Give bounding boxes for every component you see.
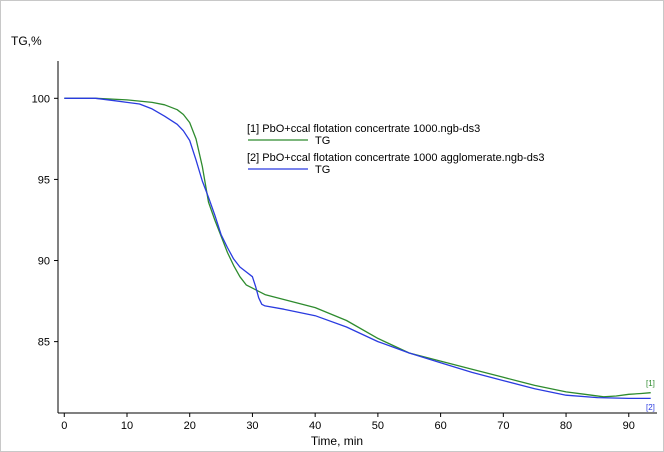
series-1-line [64, 97, 651, 398]
series-2-line [64, 97, 651, 400]
series-lines [64, 97, 651, 400]
y-axis-title: TG,% [11, 34, 42, 48]
x-tick-label: 0 [61, 420, 67, 432]
y-tick-label: 95 [38, 174, 50, 186]
x-tick-label: 20 [184, 420, 196, 432]
series-2-end-label: [2] [646, 403, 655, 412]
x-tick-label: 10 [121, 420, 133, 432]
x-tick-label: 80 [560, 420, 572, 432]
legend-series-2-name: [2] PbO+ccal flotation concertrate 1000 … [247, 152, 545, 164]
series-1-end-label: [1] [646, 379, 655, 388]
x-tick-label: 70 [497, 420, 509, 432]
legend-series-1-name: [1] PbO+ccal flotation concertrate 1000.… [247, 123, 480, 135]
legend: [1] PbO+ccal flotation concertrate 1000.… [247, 123, 545, 176]
x-tick-label: 90 [623, 420, 635, 432]
x-tick-label: 30 [246, 420, 258, 432]
x-tick-label: 40 [309, 420, 321, 432]
legend-series-1-sub: TG [315, 135, 330, 147]
legend-series-2-sub: TG [315, 164, 330, 176]
x-axis-title: Time, min [311, 434, 363, 448]
y-tick-label: 90 [38, 256, 50, 268]
y-tick-label: 100 [32, 93, 50, 105]
y-tick-label: 85 [38, 337, 50, 349]
x-tick-label: 50 [372, 420, 384, 432]
x-axis-ticks: 0 10 20 30 40 50 60 70 80 90 [61, 413, 635, 432]
axes [57, 61, 657, 414]
y-axis-ticks: 85 90 95 100 [32, 93, 58, 349]
x-tick-label: 60 [434, 420, 446, 432]
